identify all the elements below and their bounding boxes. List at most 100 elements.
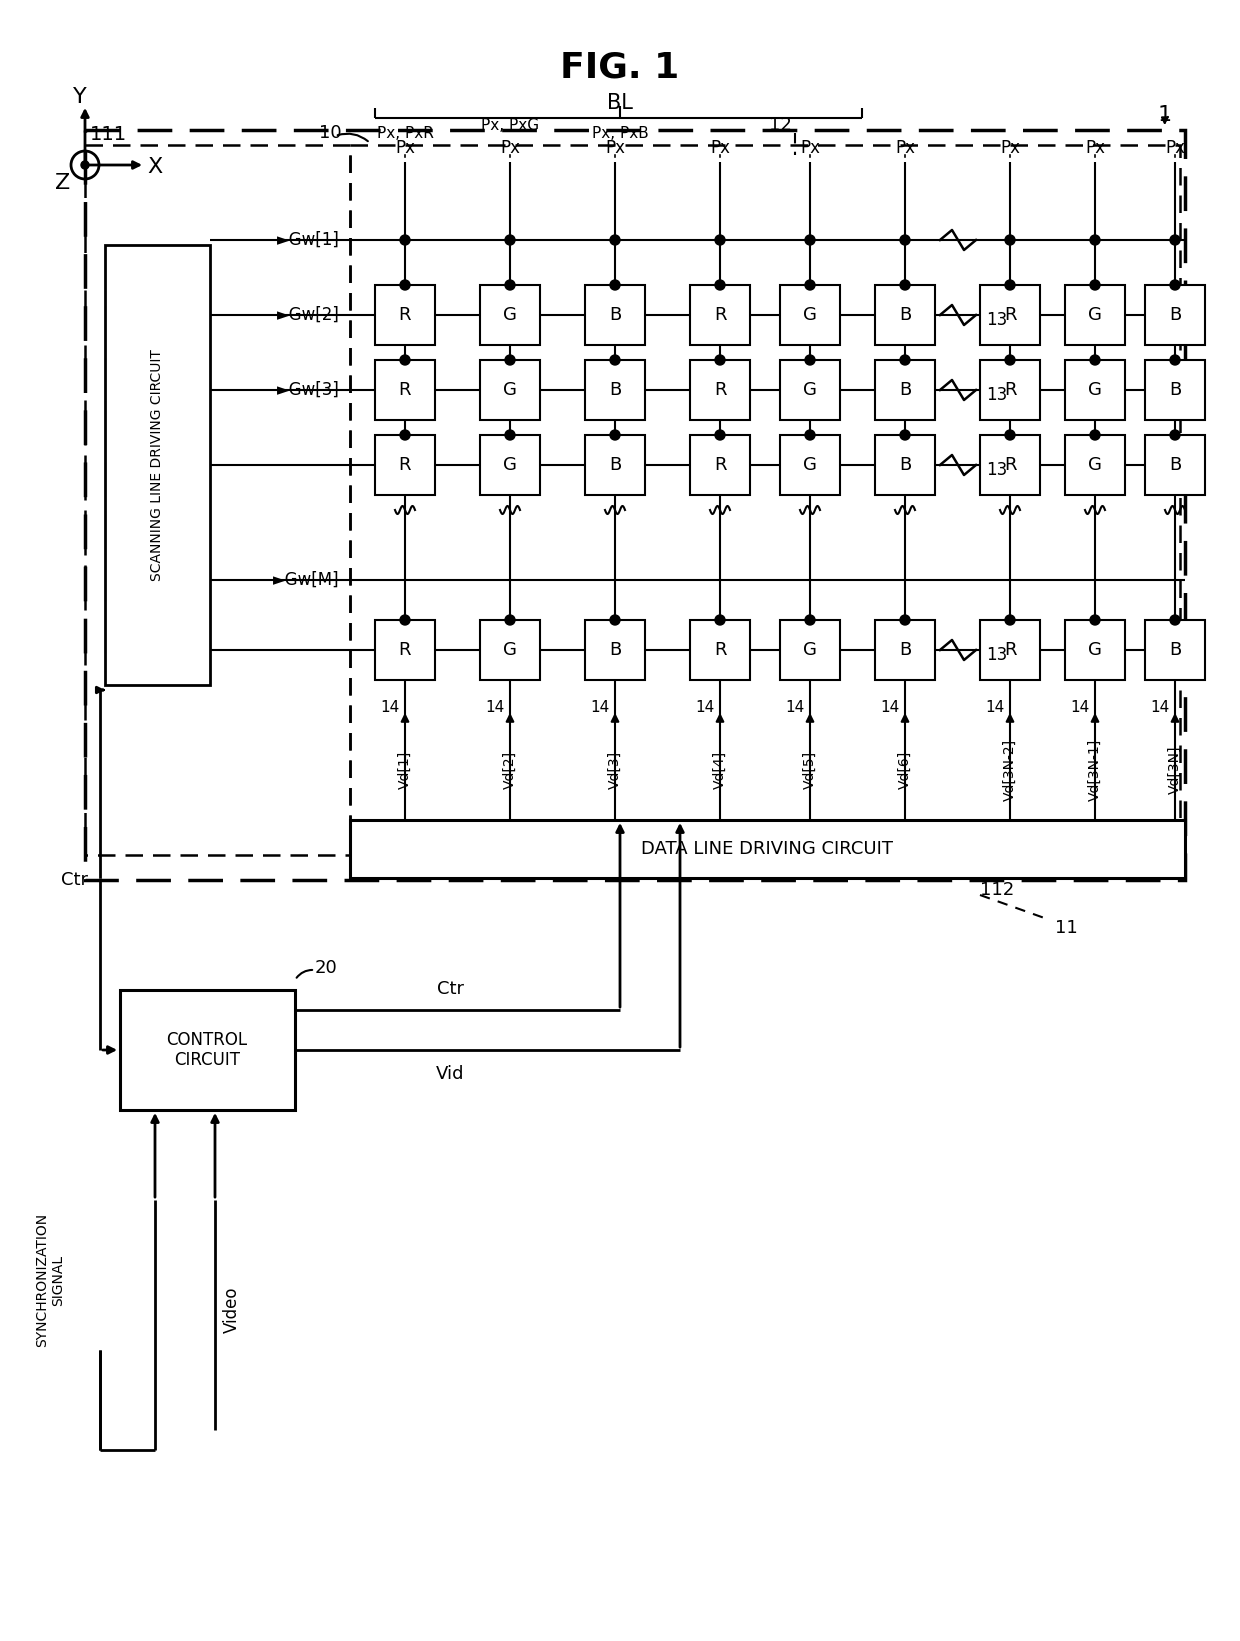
Text: Px: Px (396, 139, 415, 158)
Bar (374, 359, 435, 420)
Bar (780, 620, 839, 679)
Text: Ctr: Ctr (436, 980, 464, 998)
Text: Vd[5]: Vd[5] (804, 752, 817, 789)
Text: DATA LINE DRIVING CIRCUIT: DATA LINE DRIVING CIRCUIT (641, 840, 893, 858)
Text: Px: Px (500, 139, 520, 158)
Text: G: G (1087, 456, 1102, 474)
Text: ►Gw[3]: ►Gw[3] (277, 381, 340, 399)
Bar (689, 435, 750, 496)
Circle shape (1004, 235, 1016, 245)
Bar (980, 620, 1040, 679)
Text: Vd[2]: Vd[2] (503, 752, 517, 789)
Circle shape (401, 235, 410, 245)
Circle shape (81, 161, 89, 169)
Text: G: G (1087, 305, 1102, 323)
Circle shape (715, 354, 725, 364)
Bar (980, 435, 1040, 496)
Bar (86, 130, 1185, 880)
Circle shape (900, 235, 910, 245)
Bar (585, 286, 645, 345)
Bar (1065, 435, 1125, 496)
Circle shape (715, 235, 725, 245)
Text: R: R (399, 642, 412, 660)
Circle shape (505, 430, 515, 440)
Text: SYNCHRONIZATION
SIGNAL: SYNCHRONIZATION SIGNAL (35, 1213, 66, 1347)
Text: Px: Px (895, 139, 915, 158)
Circle shape (505, 354, 515, 364)
Text: G: G (804, 381, 817, 399)
Bar (875, 286, 935, 345)
Text: 13: 13 (986, 461, 1007, 479)
Bar (350, 820, 1185, 878)
Text: B: B (609, 642, 621, 660)
Text: Z: Z (56, 172, 71, 194)
Circle shape (805, 281, 815, 290)
Circle shape (1171, 235, 1180, 245)
Text: Vd[3]: Vd[3] (608, 752, 622, 789)
Text: 1: 1 (1158, 105, 1172, 125)
Bar (350, 144, 1180, 855)
Text: B: B (609, 456, 621, 474)
Text: B: B (609, 305, 621, 323)
Text: R: R (714, 456, 727, 474)
Bar (120, 990, 295, 1109)
Text: CONTROL
CIRCUIT: CONTROL CIRCUIT (166, 1031, 248, 1070)
Text: Px, PxG: Px, PxG (481, 118, 539, 133)
Text: 13: 13 (986, 312, 1007, 328)
Text: G: G (503, 642, 517, 660)
Circle shape (1090, 354, 1100, 364)
Circle shape (805, 430, 815, 440)
Circle shape (610, 615, 620, 625)
Text: Vd[3N]: Vd[3N] (1168, 745, 1182, 794)
Text: R: R (399, 305, 412, 323)
Bar (689, 359, 750, 420)
Circle shape (715, 430, 725, 440)
Bar (86, 144, 350, 855)
Text: R: R (1003, 381, 1017, 399)
Text: Vd[6]: Vd[6] (898, 752, 911, 789)
Circle shape (1090, 235, 1100, 245)
Circle shape (900, 281, 910, 290)
Circle shape (1171, 615, 1180, 625)
Circle shape (610, 354, 620, 364)
Text: G: G (503, 456, 517, 474)
Bar (105, 245, 210, 684)
Bar (875, 359, 935, 420)
Text: Vid: Vid (435, 1065, 464, 1083)
Text: 14: 14 (1070, 701, 1090, 715)
Text: R: R (399, 381, 412, 399)
Text: G: G (503, 381, 517, 399)
Bar (480, 435, 539, 496)
Circle shape (1004, 615, 1016, 625)
Circle shape (1090, 281, 1100, 290)
Circle shape (505, 281, 515, 290)
Text: 14: 14 (1151, 701, 1169, 715)
Text: 14: 14 (590, 701, 610, 715)
Text: 20: 20 (315, 958, 337, 976)
Text: Px: Px (800, 139, 820, 158)
Text: 14: 14 (986, 701, 1004, 715)
Text: Px, PxR: Px, PxR (377, 125, 434, 141)
Text: R: R (399, 456, 412, 474)
Text: Y: Y (73, 87, 87, 107)
Bar (875, 620, 935, 679)
Text: 12: 12 (769, 117, 791, 135)
Circle shape (401, 430, 410, 440)
Text: Px: Px (999, 139, 1021, 158)
Text: ►Gw[M]: ►Gw[M] (273, 571, 340, 589)
Text: G: G (804, 305, 817, 323)
Text: B: B (899, 305, 911, 323)
Bar (1065, 286, 1125, 345)
Circle shape (1171, 430, 1180, 440)
Bar (480, 620, 539, 679)
Circle shape (1004, 354, 1016, 364)
Text: R: R (1003, 456, 1017, 474)
Circle shape (610, 235, 620, 245)
Text: 13: 13 (986, 647, 1007, 665)
Text: B: B (1169, 456, 1182, 474)
Circle shape (900, 615, 910, 625)
Circle shape (1171, 281, 1180, 290)
Text: G: G (1087, 381, 1102, 399)
Text: G: G (503, 305, 517, 323)
Text: 14: 14 (785, 701, 805, 715)
